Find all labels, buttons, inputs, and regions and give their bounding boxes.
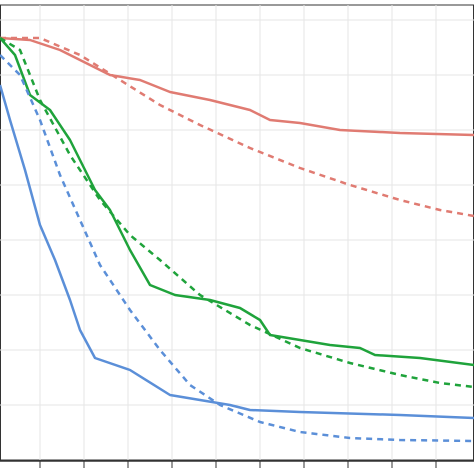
line-series	[0, 84, 474, 420]
line-series	[0, 36, 474, 389]
line-series	[0, 36, 474, 218]
line-series	[0, 36, 474, 137]
plot-frame	[0, 4, 474, 461]
line-series	[0, 54, 474, 443]
line-series	[0, 37, 474, 367]
